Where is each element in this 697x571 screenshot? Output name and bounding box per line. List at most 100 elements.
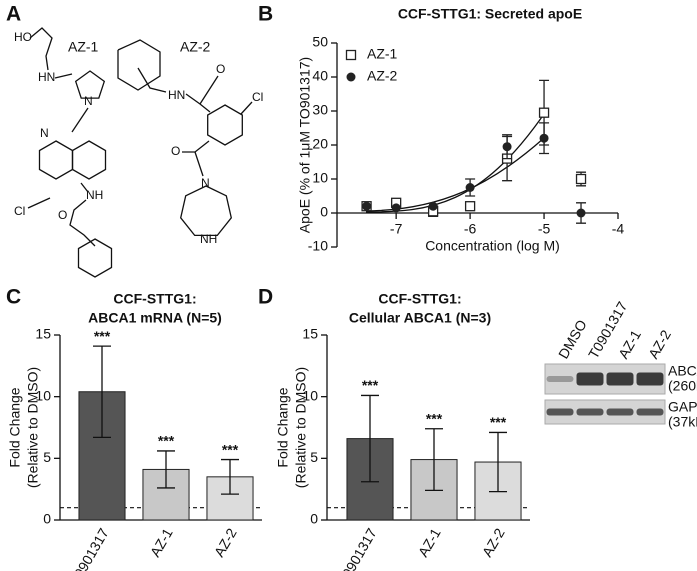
x-tick-label: -5 (538, 221, 551, 237)
bond (117, 39, 161, 91)
y-tick-label: 50 (312, 34, 328, 50)
x-tick-label: -4 (612, 221, 625, 237)
legend-label: AZ-1 (367, 46, 398, 62)
compound-name: AZ-2 (180, 39, 211, 55)
atom-label: N (84, 94, 93, 108)
data-point (576, 208, 586, 218)
atom-label: NH (86, 188, 103, 202)
blot-band (606, 408, 634, 416)
chart-title: CCF-STTG1: (113, 291, 196, 307)
y-axis-label: Fold Change (275, 387, 291, 467)
error-bar (93, 345, 111, 439)
atom-label: O (216, 62, 225, 76)
y-axis-label: Fold Change (7, 387, 23, 467)
size-label: (37kDa) (668, 414, 697, 430)
error-bar (425, 428, 443, 492)
ring (71, 140, 107, 180)
legend-marker (345, 49, 357, 61)
data-point (465, 183, 475, 192)
atom-label: NH (200, 232, 217, 246)
bond (182, 140, 210, 153)
atom-label: HN (168, 88, 185, 102)
atom-label: N (40, 126, 49, 140)
error-bar (221, 458, 239, 495)
ring (38, 140, 74, 180)
x-axis-label: Concentration (log M) (425, 238, 560, 254)
blot-band (606, 372, 634, 386)
bond (137, 67, 167, 93)
bond (199, 75, 219, 105)
panel-letter: D (258, 286, 273, 309)
y-tick-label: 15 (35, 326, 51, 342)
legend-label: AZ-2 (367, 68, 398, 84)
data-point (362, 201, 372, 211)
chart-subtitle: Cellular ABCA1 (N=3) (349, 310, 491, 326)
y-axis-label: (Relative to DMSO) (293, 367, 309, 488)
atom-label: Cl (14, 204, 25, 218)
panel-letter: B (258, 3, 273, 26)
structures (27, 27, 253, 278)
ring (77, 238, 113, 278)
atom-label: Cl (252, 90, 263, 104)
blot-band (576, 372, 604, 386)
y-tick-label: 40 (312, 68, 328, 84)
y-tick-label: 30 (312, 102, 328, 118)
panel-letter: C (6, 286, 21, 309)
ring (179, 185, 233, 237)
data-point (391, 203, 401, 213)
y-tick-label: 5 (310, 449, 318, 465)
y-tick-label: 5 (43, 449, 51, 465)
chart-title: CCF-STTG1: (378, 291, 461, 307)
blot-band (576, 408, 604, 416)
annotation: *** (158, 433, 175, 449)
atom-label: HO (14, 30, 32, 44)
chart-title: CCF-STTG1: Secreted apoE (398, 6, 582, 22)
bond (27, 197, 51, 209)
y-axis-label: (Relative to DMSO) (25, 367, 41, 488)
bond (54, 73, 73, 79)
annotation: *** (94, 328, 111, 344)
error-bar (157, 450, 175, 489)
data-point (502, 142, 512, 152)
blot-band (636, 372, 664, 386)
ring (207, 104, 243, 146)
data-point (464, 201, 476, 212)
x-tick-label: T0901317 (66, 525, 111, 571)
legend-marker (346, 72, 356, 82)
atom-label: O (58, 208, 67, 222)
bond (71, 107, 89, 133)
x-tick-label: -6 (464, 221, 477, 237)
y-axis-label: ApoE (% of 1μM TO901317) (297, 57, 313, 233)
x-tick-label: AZ-2 (211, 525, 240, 559)
ring (74, 70, 106, 99)
compound-name: AZ-1 (68, 39, 99, 55)
y-tick-label: 0 (43, 511, 51, 527)
bond (194, 151, 204, 177)
annotation: *** (426, 410, 443, 426)
chart-subtitle: ABCA1 mRNA (N=5) (88, 310, 222, 326)
y-tick-label: 10 (312, 170, 328, 186)
error-bar (489, 431, 507, 493)
bond (185, 93, 211, 113)
atom-label: N (201, 176, 210, 190)
data-point (539, 133, 549, 143)
blot-band (546, 376, 574, 382)
data-point (538, 107, 550, 118)
blot-band (546, 408, 574, 416)
lane-label: AZ-1 (615, 327, 644, 361)
atom-label: HN (38, 70, 55, 84)
y-tick-label: -10 (308, 238, 328, 254)
y-tick-label: 15 (302, 326, 318, 342)
y-tick-label: 10 (302, 387, 318, 403)
x-tick-label: AZ-2 (479, 525, 508, 559)
x-tick-label: AZ-1 (147, 525, 176, 559)
protein-label: ABCA1 (668, 363, 697, 379)
error-bar (361, 394, 379, 483)
bond (80, 182, 89, 193)
lane-label: DMSO (555, 317, 590, 361)
x-tick-label: AZ-1 (415, 525, 444, 559)
x-tick-label: T0901317 (334, 525, 379, 571)
y-tick-label: 20 (312, 136, 328, 152)
bond (69, 199, 96, 247)
